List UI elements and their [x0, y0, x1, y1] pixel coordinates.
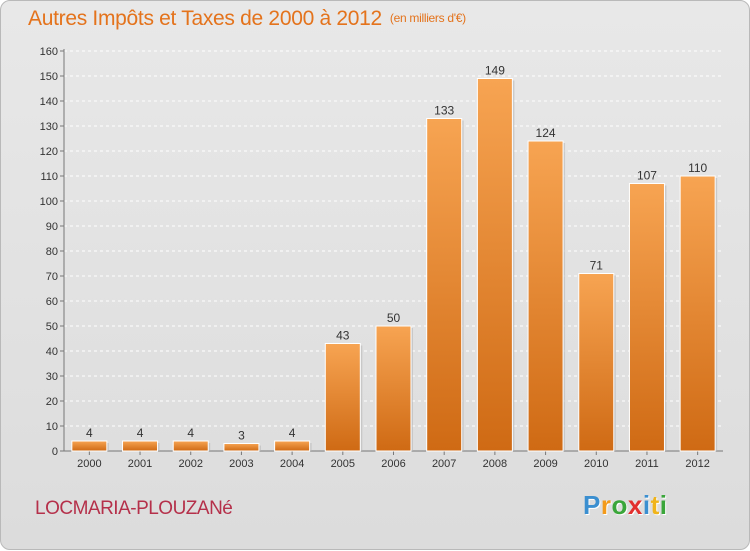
- x-tick-label: 2010: [584, 458, 608, 470]
- y-tick-label: 110: [40, 171, 58, 183]
- bar[interactable]: [426, 118, 463, 452]
- x-tick-label: 2012: [685, 458, 709, 470]
- x-tick-label: 2000: [77, 458, 101, 470]
- data-label: 3: [238, 429, 245, 443]
- y-tick-label: 130: [40, 121, 58, 133]
- data-label: 110: [688, 161, 707, 175]
- bars: [71, 78, 718, 452]
- logo-letter: i: [642, 490, 651, 520]
- y-tick-label: 100: [40, 196, 58, 208]
- chart-title: Autres Impôts et Taxes de 2000 à 2012 (en…: [28, 7, 466, 31]
- logo-letter: P: [583, 490, 601, 520]
- y-tick-label: 150: [40, 71, 58, 83]
- y-tick-label: 50: [46, 321, 58, 333]
- y-tick-label: 120: [40, 146, 58, 158]
- x-tick-label: 2008: [483, 458, 507, 470]
- chart-title-text: Autres Impôts et Taxes de 2000 à 2012: [28, 7, 382, 30]
- bar[interactable]: [274, 440, 311, 452]
- axes: 0 10 20 30 40 50 60 70 80 90 100 110 120 130 140 150 160: [40, 46, 723, 458]
- data-label: 149: [485, 64, 505, 78]
- location-name: LOCMARIA-PLOUZANé: [35, 498, 233, 519]
- grid-lines: [64, 50, 723, 452]
- x-tick-label: 2009: [533, 458, 557, 470]
- y-tick-label: 0: [52, 446, 58, 458]
- y-tick-label: 20: [46, 396, 58, 408]
- bar[interactable]: [578, 273, 615, 452]
- data-label: 50: [387, 311, 401, 325]
- data-label: 4: [137, 426, 144, 440]
- chart-unit: (en milliers d'€): [389, 11, 466, 25]
- proxiti-logo[interactable]: Proxiti: [583, 490, 667, 521]
- bar[interactable]: [172, 440, 209, 452]
- logo-letter: t: [650, 490, 660, 520]
- logo-letter: i: [659, 490, 668, 520]
- x-tick-label: 2004: [280, 458, 304, 470]
- bar[interactable]: [71, 440, 108, 452]
- x-tick-label: 2001: [128, 458, 152, 470]
- y-tick-label: 160: [40, 46, 58, 58]
- data-label: 124: [536, 126, 556, 140]
- x-tick-label: 2011: [635, 458, 659, 470]
- x-tick-label: 2006: [381, 458, 405, 470]
- y-tick-label: 60: [46, 296, 58, 308]
- data-label: 107: [637, 169, 657, 183]
- x-tick-label: 2003: [229, 458, 253, 470]
- data-label: 43: [336, 329, 350, 343]
- bar[interactable]: [324, 343, 361, 452]
- logo-letter: r: [600, 490, 612, 520]
- data-label: 71: [590, 259, 604, 273]
- bar[interactable]: [476, 78, 513, 452]
- x-tick-label: 2002: [178, 458, 202, 470]
- data-label: 4: [86, 426, 93, 440]
- x-tick-label: 2005: [331, 458, 355, 470]
- bar[interactable]: [527, 140, 564, 452]
- y-tick-label: 30: [46, 371, 58, 383]
- y-tick-label: 140: [40, 96, 58, 108]
- data-label: 133: [434, 104, 454, 118]
- labels: 2000 4 2001 4 2002 4 2003 3 2004 4 2005 43 2006 50 200…: [77, 64, 710, 471]
- bar[interactable]: [679, 175, 716, 452]
- logo-letter: o: [611, 490, 628, 520]
- x-tick-label: 2007: [432, 458, 456, 470]
- logo-letter: x: [627, 490, 643, 520]
- data-label: 4: [289, 426, 296, 440]
- y-tick-label: 80: [46, 246, 58, 258]
- y-tick-label: 10: [46, 421, 58, 433]
- y-tick-label: 90: [46, 221, 58, 233]
- bar[interactable]: [223, 443, 260, 452]
- y-tick-label: 70: [46, 271, 58, 283]
- data-label: 4: [187, 426, 194, 440]
- y-tick-label: 40: [46, 346, 58, 358]
- bar[interactable]: [375, 325, 412, 452]
- bar[interactable]: [628, 183, 665, 452]
- bar[interactable]: [122, 440, 159, 452]
